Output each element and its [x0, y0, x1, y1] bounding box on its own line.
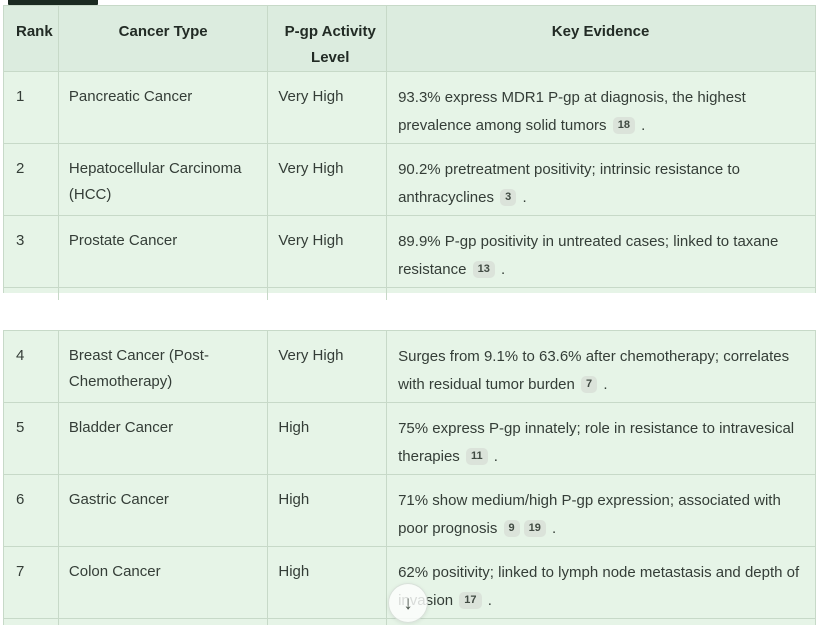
- table-row: 6 Gastric Cancer High 71% show medium/hi…: [4, 475, 815, 547]
- table-header-row: Rank Cancer Type P-gp Activity Level Key…: [4, 6, 815, 72]
- arrow-down-icon: ↓: [403, 592, 413, 614]
- rank-cell: 7: [4, 547, 59, 618]
- table-row: 4 Breast Cancer (Post-Chemotherapy) Very…: [4, 331, 815, 403]
- evidence-cell: 62% positivity; linked to lymph node met…: [398, 564, 800, 609]
- citation-badge[interactable]: 13: [472, 261, 495, 278]
- citation-badge[interactable]: 11: [465, 448, 488, 465]
- activity-level-cell: High: [268, 547, 388, 618]
- evidence-cell: 93.3% express MDR1 P-gp at diagnosis, th…: [398, 89, 746, 134]
- evidence-cell: 90.2% pretreatment positivity; intrinsic…: [398, 161, 740, 206]
- activity-level-cell: High: [268, 403, 388, 474]
- cancer-type-cell: Prostate Cancer: [59, 216, 269, 287]
- header-activity-level: P-gp Activity Level: [268, 6, 388, 71]
- evidence-cell: Surges from 9.1% to 63.6% after chemothe…: [398, 348, 790, 393]
- rank-cell: 5: [4, 403, 59, 474]
- cancer-type-cell: Hepatocellular Carcinoma (HCC): [59, 144, 269, 215]
- cancer-type-cell: Colon Cancer: [59, 547, 269, 618]
- header-cancer-type: Cancer Type: [59, 6, 269, 71]
- evidence-cell: 89.9% P-gp positivity in untreated cases…: [398, 233, 779, 278]
- scroll-to-bottom-button[interactable]: ↓: [388, 583, 428, 623]
- table-row: 5 Bladder Cancer High 75% express P-gp i…: [4, 403, 815, 475]
- evidence-cell: 71% show medium/high P-gp expression; as…: [398, 492, 781, 537]
- header-key-evidence: Key Evidence: [551, 23, 650, 40]
- active-tab-underline: [8, 0, 98, 5]
- table-row: 2 Hepatocellular Carcinoma (HCC) Very Hi…: [4, 144, 815, 216]
- rank-cell: 2: [4, 144, 59, 215]
- table-section-1: Rank Cancer Type P-gp Activity Level Key…: [3, 5, 816, 300]
- cancer-type-cell: Pancreatic Cancer: [59, 72, 269, 143]
- citation-badge[interactable]: 17: [459, 592, 482, 609]
- activity-level-cell: Very High: [268, 331, 388, 402]
- citation-badge[interactable]: 9: [503, 520, 520, 537]
- cancer-type-cell: Breast Cancer (Post-Chemotherapy): [59, 331, 269, 402]
- rank-cell: 4: [4, 331, 59, 402]
- citation-badge[interactable]: 18: [612, 117, 635, 134]
- rank-cell: 6: [4, 475, 59, 546]
- rank-cell: 3: [4, 216, 59, 287]
- table-body-1: 1 Pancreatic Cancer Very High 93.3% expr…: [4, 72, 815, 288]
- activity-level-cell: Very High: [268, 216, 388, 287]
- header-rank: Rank: [4, 6, 59, 71]
- activity-level-cell: Very High: [268, 72, 388, 143]
- table-row: 3 Prostate Cancer Very High 89.9% P-gp p…: [4, 216, 815, 288]
- evidence-cell: 75% express P-gp innately; role in resis…: [398, 420, 795, 465]
- activity-level-cell: Very High: [268, 144, 388, 215]
- activity-level-cell: High: [268, 475, 388, 546]
- table-row: 1 Pancreatic Cancer Very High 93.3% expr…: [4, 72, 815, 144]
- rank-cell: 1: [4, 72, 59, 143]
- citation-badge[interactable]: 3: [500, 189, 517, 206]
- citation-badge[interactable]: 7: [581, 376, 598, 393]
- table-body-2: 4 Breast Cancer (Post-Chemotherapy) Very…: [4, 331, 815, 619]
- cancer-type-cell: Bladder Cancer: [59, 403, 269, 474]
- table-section-2: 4 Breast Cancer (Post-Chemotherapy) Very…: [3, 330, 816, 625]
- cancer-type-cell: Gastric Cancer: [59, 475, 269, 546]
- clipped-row-sliver: [4, 288, 815, 300]
- citation-badge[interactable]: 19: [523, 520, 546, 537]
